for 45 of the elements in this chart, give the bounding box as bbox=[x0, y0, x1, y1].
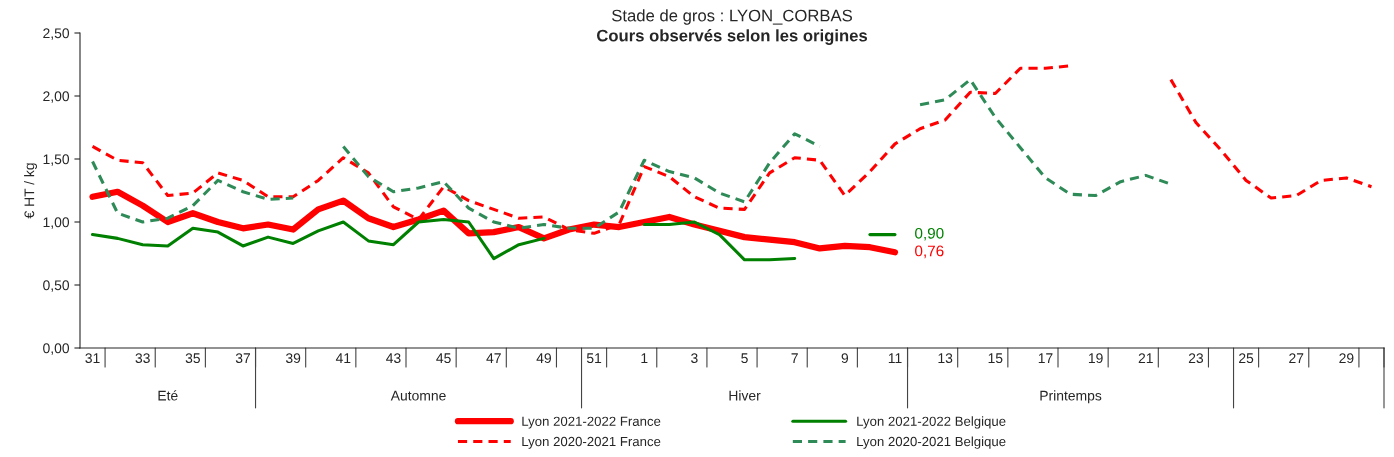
x-tick-label: 11 bbox=[888, 353, 902, 363]
y-tick-label: 0,00 bbox=[43, 343, 70, 355]
x-tick-label: 37 bbox=[235, 353, 251, 364]
annotation: 0,76 bbox=[915, 245, 944, 259]
x-tick-label: 13 bbox=[938, 353, 953, 364]
x-tick-label: 5 bbox=[741, 353, 748, 364]
text: Hiver bbox=[729, 390, 761, 401]
x-tick-label: 17 bbox=[1038, 353, 1053, 363]
x-tick-label: 43 bbox=[386, 353, 401, 364]
x-tick-label: 33 bbox=[135, 353, 150, 364]
x-tick-label: 49 bbox=[536, 353, 551, 364]
text: Printemps bbox=[1040, 390, 1102, 404]
chart-title: Stade de gros : LYON_CORBAS bbox=[612, 9, 852, 25]
text: Automne bbox=[390, 390, 446, 401]
x-tick-label: 15 bbox=[988, 353, 1003, 364]
x-tick-label: 35 bbox=[185, 353, 200, 364]
chart-subtitle: Cours observés selon les origines bbox=[597, 29, 868, 45]
annotation: 0,90 bbox=[915, 227, 944, 241]
y-tick-label: 1,00 bbox=[43, 217, 70, 229]
x-tick-label: 25 bbox=[1239, 353, 1254, 364]
text: Eté bbox=[158, 390, 178, 401]
x-tick-label: 29 bbox=[1339, 353, 1354, 364]
legend-label: Lyon 2020-2021 Belgique bbox=[857, 436, 1006, 449]
x-tick-label: 21 bbox=[1138, 353, 1153, 363]
x-tick-label: 1 bbox=[641, 353, 648, 363]
x-tick-label: 27 bbox=[1289, 353, 1304, 363]
x-tick-label: 7 bbox=[791, 353, 798, 363]
y-tick-label: 1,50 bbox=[43, 154, 70, 166]
y-tick-label: 0,50 bbox=[43, 280, 70, 292]
legend-label: Lyon 2021-2022 Belgique bbox=[857, 416, 1006, 429]
legend-label: Lyon 2020-2021 France bbox=[522, 436, 661, 449]
legend-label: Lyon 2021-2022 France bbox=[522, 416, 661, 429]
x-tick-label: 9 bbox=[841, 353, 849, 364]
x-tick-label: 51 bbox=[586, 353, 602, 364]
x-tick-label: 39 bbox=[285, 353, 301, 364]
x-tick-label: 31 bbox=[85, 353, 100, 364]
x-tick-label: 45 bbox=[436, 353, 451, 364]
y-tick-label: 2,50 bbox=[43, 28, 70, 40]
x-tick-label: 47 bbox=[486, 353, 501, 363]
y-axis-title: € HT / kg bbox=[24, 163, 37, 219]
x-tick-label: 23 bbox=[1188, 353, 1204, 364]
x-tick-label: 3 bbox=[691, 353, 698, 364]
x-tick-label: 19 bbox=[1088, 353, 1103, 364]
y-tick-label: 2,00 bbox=[43, 91, 70, 103]
x-tick-label: 41 bbox=[335, 353, 351, 363]
